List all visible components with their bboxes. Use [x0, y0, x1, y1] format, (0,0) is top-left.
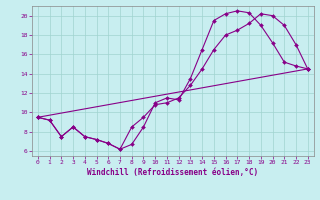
X-axis label: Windchill (Refroidissement éolien,°C): Windchill (Refroidissement éolien,°C)	[87, 168, 258, 177]
